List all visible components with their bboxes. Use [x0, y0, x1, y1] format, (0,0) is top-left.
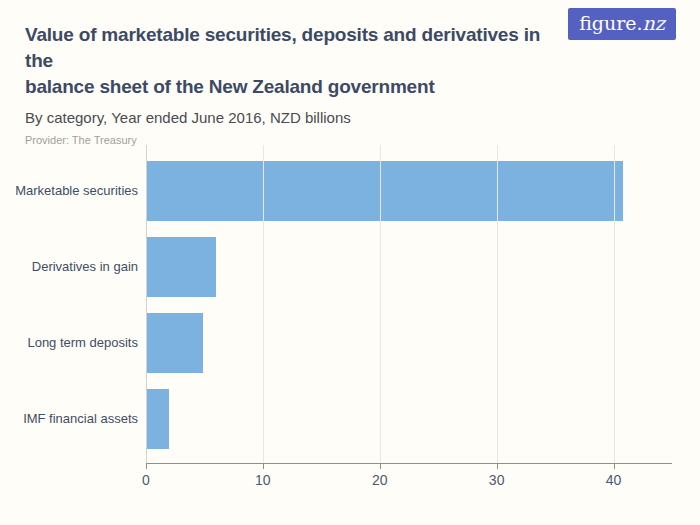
bar [146, 389, 169, 449]
category-label: Long term deposits [0, 313, 138, 373]
chart-page: Value of marketable securities, deposits… [0, 0, 700, 525]
category-label: Derivatives in gain [0, 237, 138, 297]
x-axis-tick-label: 10 [255, 472, 271, 488]
x-axis-tick [146, 463, 147, 469]
page-title-line-1: Value of marketable securities, deposits… [25, 22, 570, 74]
bar [146, 313, 203, 373]
x-axis-tick-label: 20 [372, 472, 388, 488]
x-axis-tick-label: 40 [606, 472, 622, 488]
bar [146, 237, 216, 297]
gridline [614, 145, 615, 463]
x-axis-tick [497, 463, 498, 469]
chart-subtitle: By category, Year ended June 2016, NZD b… [25, 109, 570, 127]
gridline [380, 145, 381, 463]
gridline [146, 145, 147, 463]
logo-suffix: nz [643, 12, 665, 34]
x-axis-tick-label: 30 [489, 472, 505, 488]
x-axis-tick [263, 463, 264, 469]
x-axis-line [146, 463, 672, 464]
chart-header: Value of marketable securities, deposits… [25, 22, 570, 146]
x-axis-tick [614, 463, 615, 469]
page-title-line-2: balance sheet of the New Zealand governm… [25, 74, 570, 100]
category-label: Marketable securities [0, 161, 138, 221]
gridline [497, 145, 498, 463]
x-axis-tick [380, 463, 381, 469]
x-axis-tick-label: 0 [142, 472, 150, 488]
gridline [263, 145, 264, 463]
figure-nz-logo[interactable]: figure.nz [568, 8, 676, 40]
category-label: IMF financial assets [0, 389, 138, 449]
plot-area: Marketable securitiesDerivatives in gain… [146, 145, 672, 463]
logo-text: figure. [579, 12, 642, 34]
bar [146, 161, 623, 221]
